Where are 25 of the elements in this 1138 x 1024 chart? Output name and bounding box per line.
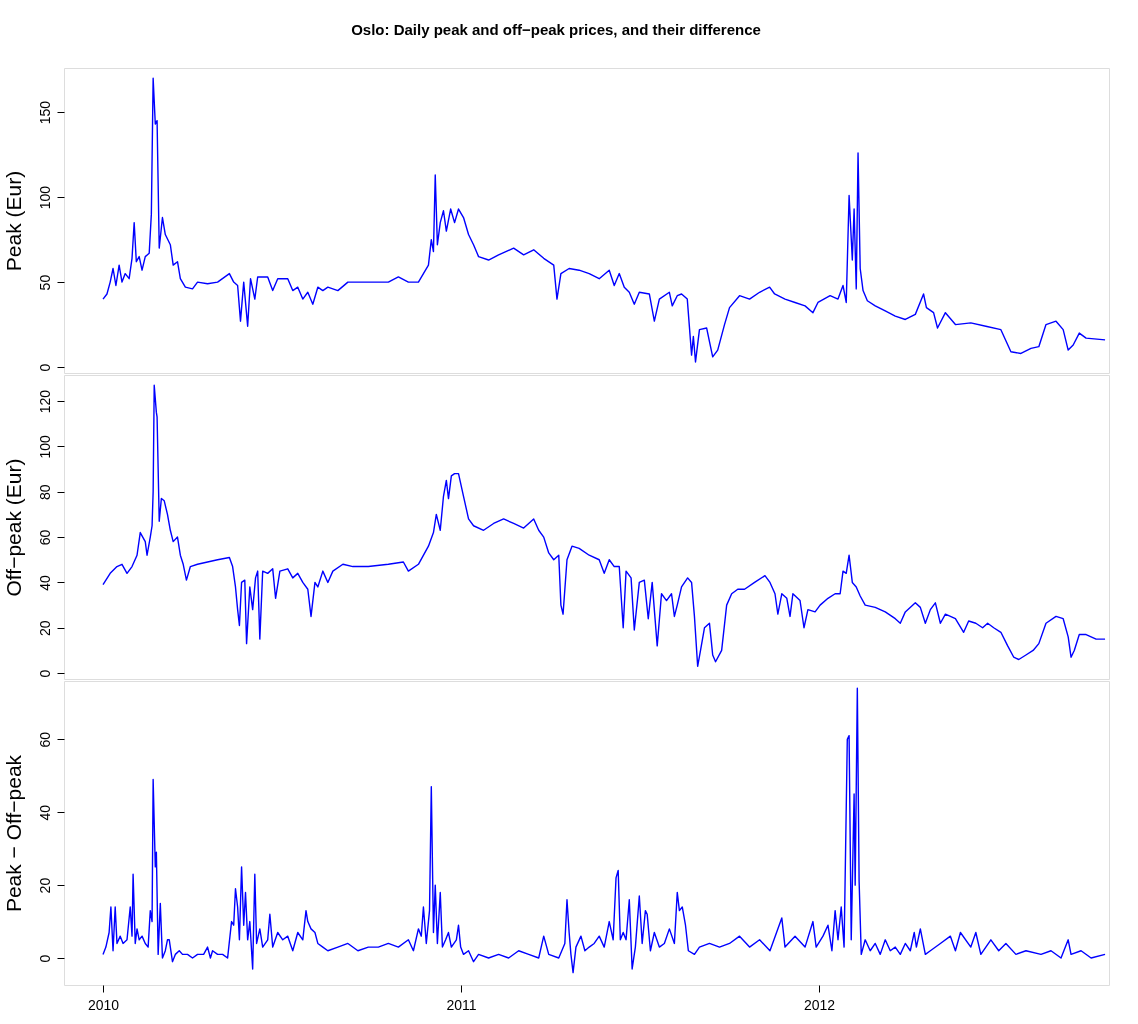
y-tick-label: 20 [36,877,53,894]
chart-title: Oslo: Daily peak and off−peak prices, and their difference [351,20,761,38]
y-axis-title: Off−peak (Eur) [1,458,25,597]
y-tick-label: 50 [36,274,53,291]
y-tick-label: 0 [36,363,53,372]
y-axis-title: Peak (Eur) [1,170,25,272]
y-tick-label: 40 [36,804,53,821]
line-series [102,687,1106,974]
y-tick-label: 100 [36,185,53,210]
y-tick-label: 0 [36,954,53,963]
line-series [102,77,1106,363]
y-axis-title: Peak − Off−peak [1,754,25,913]
x-tick-label: 2011 [446,996,477,1013]
y-tick-label: 60 [36,529,53,546]
y-tick-label: 40 [36,574,53,591]
y-tick-label: 80 [36,484,53,501]
y-tick-label: 150 [36,100,53,125]
y-tick-label: 100 [36,435,53,459]
x-tick-label: 2012 [803,996,836,1013]
y-tick-label: 60 [36,731,53,748]
y-tick-label: 0 [36,669,53,678]
x-tick-label: 2010 [87,996,120,1013]
line-series [102,384,1106,668]
y-tick-label: 20 [36,620,53,637]
y-tick-label: 120 [36,389,53,414]
